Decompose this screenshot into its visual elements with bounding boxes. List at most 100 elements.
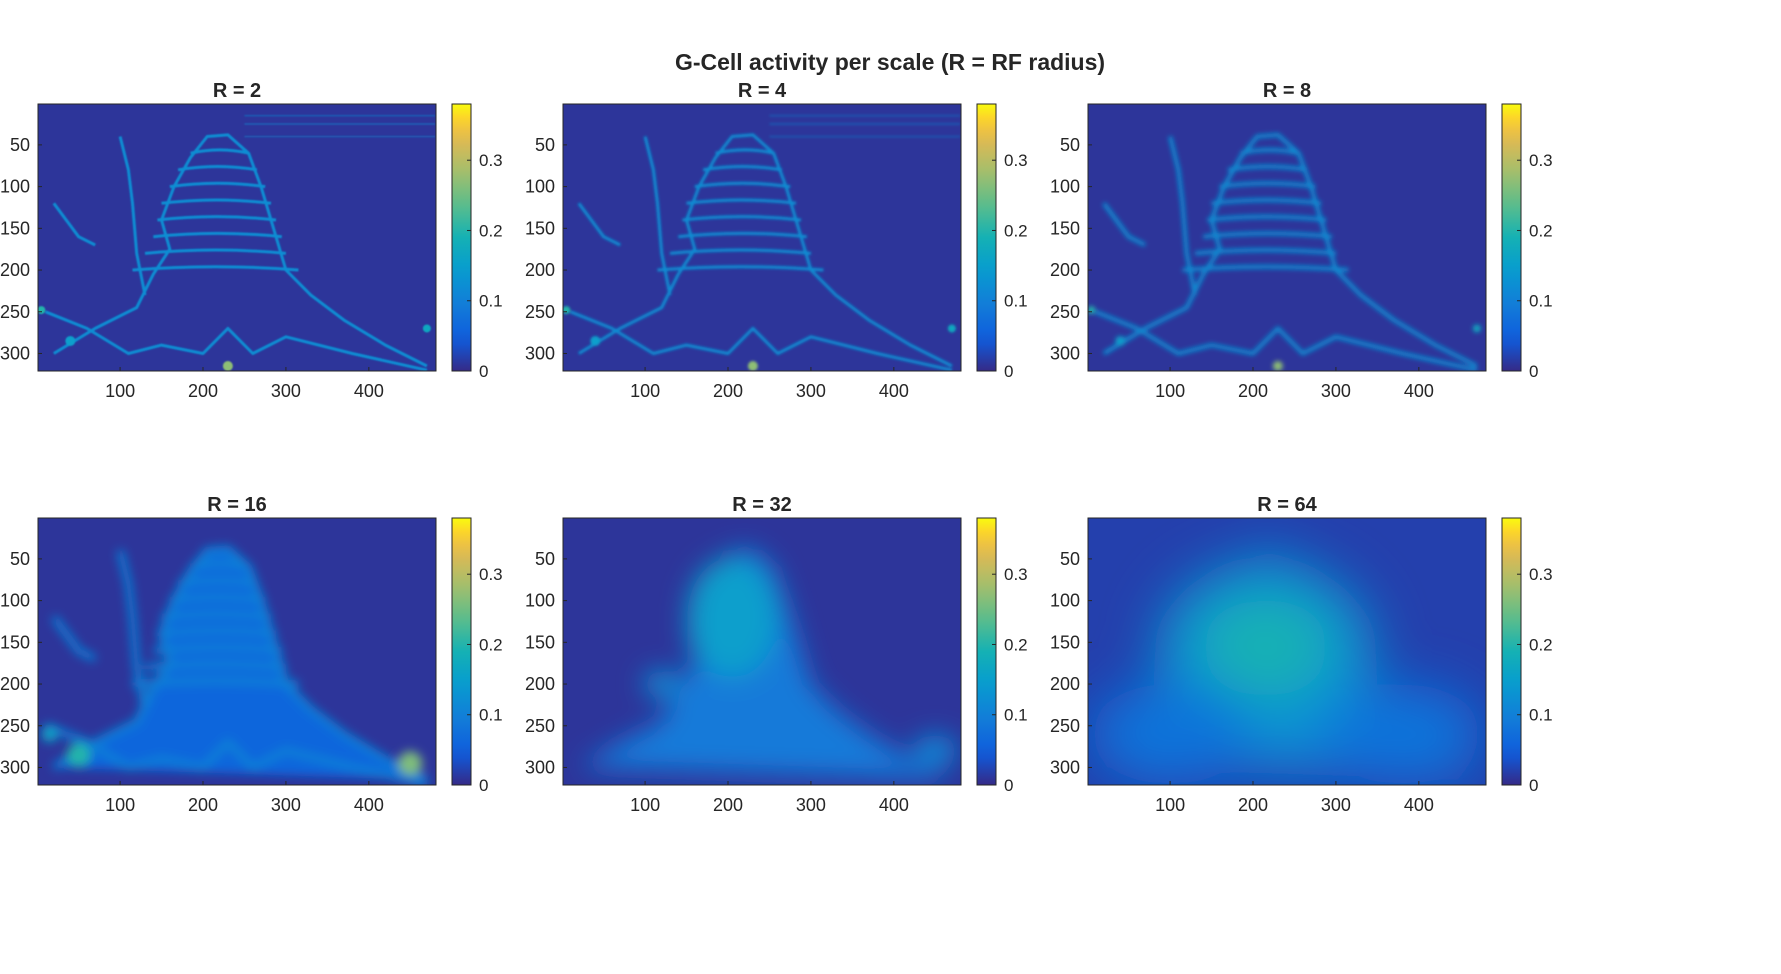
colorbar-tick-label: 0.3 (479, 565, 503, 584)
heatmap-panel-2: R = 2 100 200 300 400 50 100 150 200 250 300 0 0.1 0.… (0, 80, 503, 401)
stratum-line (169, 593, 266, 605)
stratum-line (152, 643, 283, 655)
panel-title: R = 4 (738, 80, 787, 102)
axes-box (562, 103, 962, 372)
x-tick-label: 100 (105, 795, 135, 815)
heatmap-background (38, 104, 436, 371)
x-tick-label: 200 (713, 795, 743, 815)
stratum-line (190, 148, 249, 155)
y-tick-label: 100 (1050, 177, 1080, 197)
colorbar (976, 103, 997, 372)
heatmap-panel-64: R = 64 100 200 300 400 50 100 150 200 250 300 0 0.1 0… (1050, 494, 1553, 815)
stratum-line (694, 181, 791, 189)
panel-title: R = 64 (1257, 494, 1317, 516)
x-tick-label: 400 (879, 381, 909, 401)
x-tick-label: 300 (1321, 381, 1351, 401)
colorbar-tick-label: 0.2 (1529, 635, 1553, 654)
y-tick-label: 300 (525, 343, 555, 363)
colorbar (1501, 517, 1522, 786)
colorbar-tick-label: 0.3 (1004, 151, 1028, 170)
y-tick-label: 50 (535, 135, 555, 155)
stratum-line (1203, 231, 1333, 239)
x-tick-label: 400 (1404, 381, 1434, 401)
stratum-line (1182, 264, 1349, 272)
stratum-line (177, 577, 258, 588)
colorbar-tick-label: 0.1 (1529, 292, 1553, 311)
y-tick-label: 250 (1050, 716, 1080, 736)
y-tick-label: 100 (0, 177, 30, 197)
axes-box (562, 517, 962, 786)
stratum-line (669, 248, 812, 255)
stratum-line (1207, 214, 1327, 222)
x-tick-label: 300 (796, 795, 826, 815)
y-tick-label: 200 (0, 674, 30, 694)
heatmap-image (1090, 548, 1483, 785)
figure-title: G-Cell activity per scale (R = RF radius… (675, 49, 1105, 75)
y-tick-label: 150 (525, 218, 555, 238)
colorbar-tick-label: 0 (1004, 362, 1013, 381)
colorbar-tick-label: 0.2 (479, 221, 503, 240)
heatmap-image (41, 545, 429, 785)
x-tick-label: 200 (1238, 381, 1268, 401)
stratum-line (177, 165, 258, 172)
stratum-line (715, 148, 774, 155)
stratum-line (132, 265, 299, 272)
x-tick-label: 400 (1404, 795, 1434, 815)
y-tick-label: 300 (1050, 343, 1080, 363)
colorbar-tick-label: 0 (1529, 776, 1538, 795)
y-tick-label: 150 (1050, 632, 1080, 652)
panel-title: R = 32 (732, 494, 791, 516)
x-tick-label: 200 (713, 381, 743, 401)
x-tick-label: 100 (105, 381, 135, 401)
stratum-line (682, 215, 802, 222)
stratum-line (161, 198, 272, 205)
heatmap-background (1088, 104, 1486, 371)
axes-box (37, 517, 437, 786)
y-tick-label: 150 (1050, 218, 1080, 238)
y-tick-label: 300 (1050, 757, 1080, 777)
colorbar-tick-label: 0.1 (1004, 292, 1028, 311)
heatmap-image (578, 548, 958, 780)
stratum-line (153, 231, 282, 239)
colorbar-tick-label: 0.1 (479, 706, 503, 725)
stratum-line (1240, 147, 1300, 156)
x-tick-label: 100 (630, 795, 660, 815)
stratum-line (144, 660, 287, 671)
y-tick-label: 50 (535, 549, 555, 569)
y-tick-label: 100 (1050, 591, 1080, 611)
stratum-line (678, 231, 807, 239)
colorbar-tick-label: 0.3 (1529, 151, 1553, 170)
x-tick-label: 400 (879, 795, 909, 815)
colorbar-tick-label: 0.1 (1004, 706, 1028, 725)
y-tick-label: 250 (0, 716, 30, 736)
heatmap-image (1088, 132, 1481, 371)
colorbar-tick-label: 0.3 (1529, 565, 1553, 584)
y-tick-label: 250 (1050, 302, 1080, 322)
y-tick-label: 250 (0, 302, 30, 322)
panel-title: R = 2 (213, 80, 261, 102)
y-tick-label: 200 (1050, 674, 1080, 694)
panel-title: R = 8 (1263, 80, 1311, 102)
stratum-line (161, 610, 272, 621)
axes-box (1087, 103, 1487, 372)
y-tick-label: 100 (525, 591, 555, 611)
stratum-line (1227, 164, 1308, 172)
y-tick-label: 250 (525, 716, 555, 736)
stratum-line (1219, 181, 1316, 189)
y-tick-label: 50 (1060, 135, 1080, 155)
colorbar-tick-label: 0 (479, 362, 488, 381)
colorbar (976, 517, 997, 786)
colorbar-tick-label: 0.2 (1004, 635, 1028, 654)
colorbar-tick-label: 0.2 (479, 635, 503, 654)
x-tick-label: 100 (1155, 795, 1185, 815)
colorbar-tick-label: 0 (1529, 362, 1538, 381)
x-tick-label: 100 (1155, 381, 1185, 401)
y-tick-label: 200 (1050, 260, 1080, 280)
colorbar-tick-label: 0.1 (1529, 706, 1553, 725)
y-tick-label: 150 (0, 632, 30, 652)
y-tick-label: 50 (10, 135, 30, 155)
colorbar-tick-label: 0 (479, 776, 488, 795)
stratum-line (189, 560, 250, 571)
stratum-line (1211, 197, 1322, 206)
colorbar-tick-label: 0.2 (1529, 221, 1553, 240)
